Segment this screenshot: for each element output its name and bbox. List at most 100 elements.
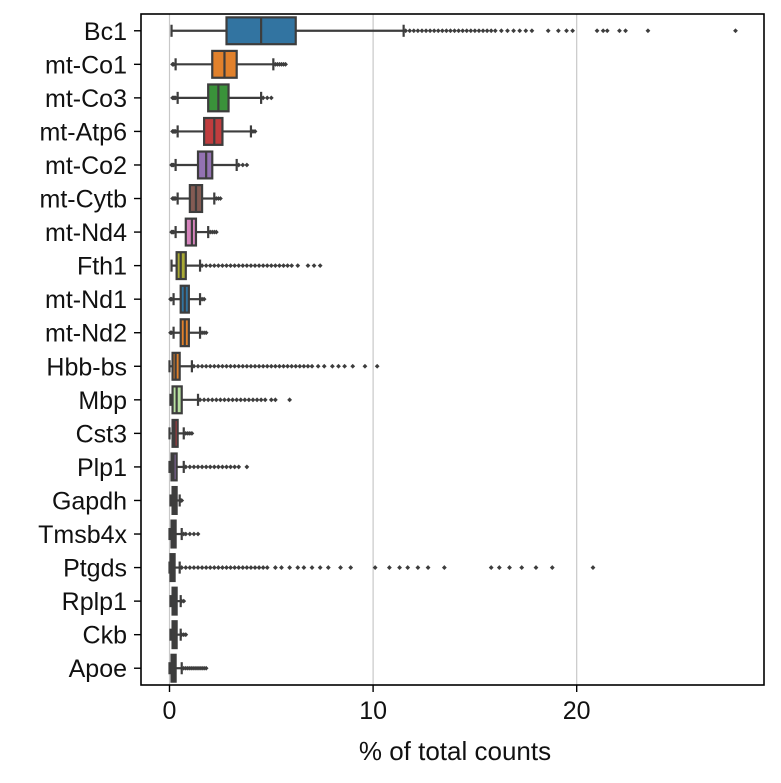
box-mt-Atp6: [170, 116, 258, 146]
y-tick-label: mt-Nd2: [45, 320, 127, 348]
outlier-point: [297, 363, 303, 369]
outlier-point: [230, 397, 236, 403]
box-Mbp: [169, 385, 293, 415]
outlier-point: [236, 263, 242, 269]
outlier-point: [492, 28, 498, 34]
outlier-point: [256, 363, 262, 369]
outlier-point: [240, 565, 246, 570]
outlier-point: [203, 464, 209, 470]
outlier-point: [555, 28, 561, 34]
outlier-point: [203, 263, 209, 269]
outlier-point: [283, 61, 288, 67]
outlier-point: [232, 565, 238, 570]
outlier-point: [215, 363, 221, 369]
outlier-point: [460, 28, 466, 34]
outlier-point: [232, 464, 238, 470]
outlier-point: [425, 565, 431, 570]
box-mt-Co3: [170, 83, 274, 113]
outlier-point: [187, 565, 193, 570]
outlier-point: [498, 28, 504, 34]
outlier-point: [211, 565, 217, 570]
outlier-point: [169, 296, 174, 302]
outlier-point: [549, 565, 555, 570]
outlier-point: [203, 330, 209, 336]
outlier-point: [480, 28, 486, 34]
outlier-point: [234, 397, 240, 403]
outlier-point: [244, 464, 250, 470]
outlier-point: [211, 464, 217, 470]
outlier-point: [523, 28, 529, 34]
outlier-point: [309, 363, 315, 369]
outlier-point: [321, 363, 327, 369]
outlier-point: [211, 363, 217, 369]
outlier-point: [281, 363, 286, 369]
outlier-point: [197, 397, 203, 403]
outlier-point: [315, 363, 321, 369]
outlier-point: [268, 363, 274, 369]
outlier-point: [287, 397, 293, 403]
outlier-point: [600, 28, 606, 34]
outlier-point: [423, 28, 429, 34]
outlier-point: [405, 565, 411, 570]
outlier-point: [218, 397, 223, 403]
outlier-point: [488, 28, 494, 34]
outlier-point: [268, 397, 274, 403]
outlier-point: [228, 263, 233, 269]
outlier-point: [244, 263, 250, 269]
outlier-point: [570, 28, 576, 34]
outlier-point: [295, 263, 301, 269]
outlier-point: [305, 363, 311, 369]
outlier-point: [305, 263, 311, 269]
y-tick-label: mt-Atp6: [39, 118, 127, 146]
outlier-point: [507, 565, 512, 570]
outlier-point: [244, 565, 250, 570]
outlier-point: [260, 95, 266, 101]
y-tick-label: Ptgds: [63, 555, 127, 583]
outlier-point: [617, 28, 622, 34]
y-tick-label: mt-Nd4: [45, 219, 127, 247]
outlier-point: [240, 263, 246, 269]
outlier-point: [264, 363, 270, 369]
outlier-point: [415, 565, 421, 570]
outlier-point: [191, 531, 197, 537]
outlier-point: [260, 363, 266, 369]
outlier-point: [179, 565, 185, 570]
outlier-point: [189, 430, 195, 436]
outlier-point: [183, 565, 189, 570]
outlier-point: [203, 363, 209, 369]
outlier-point: [236, 363, 242, 369]
y-tick-label: Ckb: [83, 622, 127, 650]
outlier-point: [246, 397, 252, 403]
outlier-point: [317, 565, 323, 570]
outlier-point: [262, 397, 268, 403]
outlier-point: [362, 363, 368, 369]
outlier-point: [403, 28, 409, 34]
outlier-point: [183, 632, 189, 638]
outlier-point: [244, 162, 250, 168]
y-tick-label: Apoe: [69, 655, 127, 683]
outlier-point: [427, 28, 433, 34]
outlier-point: [348, 565, 354, 570]
outlier-point: [277, 263, 282, 269]
outlier-point: [209, 397, 215, 403]
outlier-point: [207, 464, 213, 470]
box-Plp1: [168, 452, 250, 482]
outlier-point: [220, 263, 225, 269]
outlier-point: [545, 28, 551, 34]
outlier-point: [295, 565, 301, 570]
outlier-point: [325, 565, 331, 570]
box-Bc1: [170, 16, 738, 46]
outlier-point: [215, 565, 221, 570]
y-tick-label: Gapdh: [52, 487, 127, 515]
y-axis: Bc1 mt-Co1 mt-Co3 mt-Atp6 mt-Co2 mt-Cytb mt-Nd…: [38, 18, 141, 683]
outlier-point: [248, 263, 254, 269]
outlier-point: [252, 129, 258, 134]
y-tick-label: Cst3: [76, 420, 127, 448]
outlier-point: [590, 565, 596, 570]
outlier-point: [224, 363, 229, 369]
outlier-point: [218, 196, 223, 201]
y-tick-label: mt-Cytb: [40, 186, 128, 214]
outlier-point: [452, 28, 457, 34]
x-axis-label: % of total counts: [359, 736, 551, 766]
